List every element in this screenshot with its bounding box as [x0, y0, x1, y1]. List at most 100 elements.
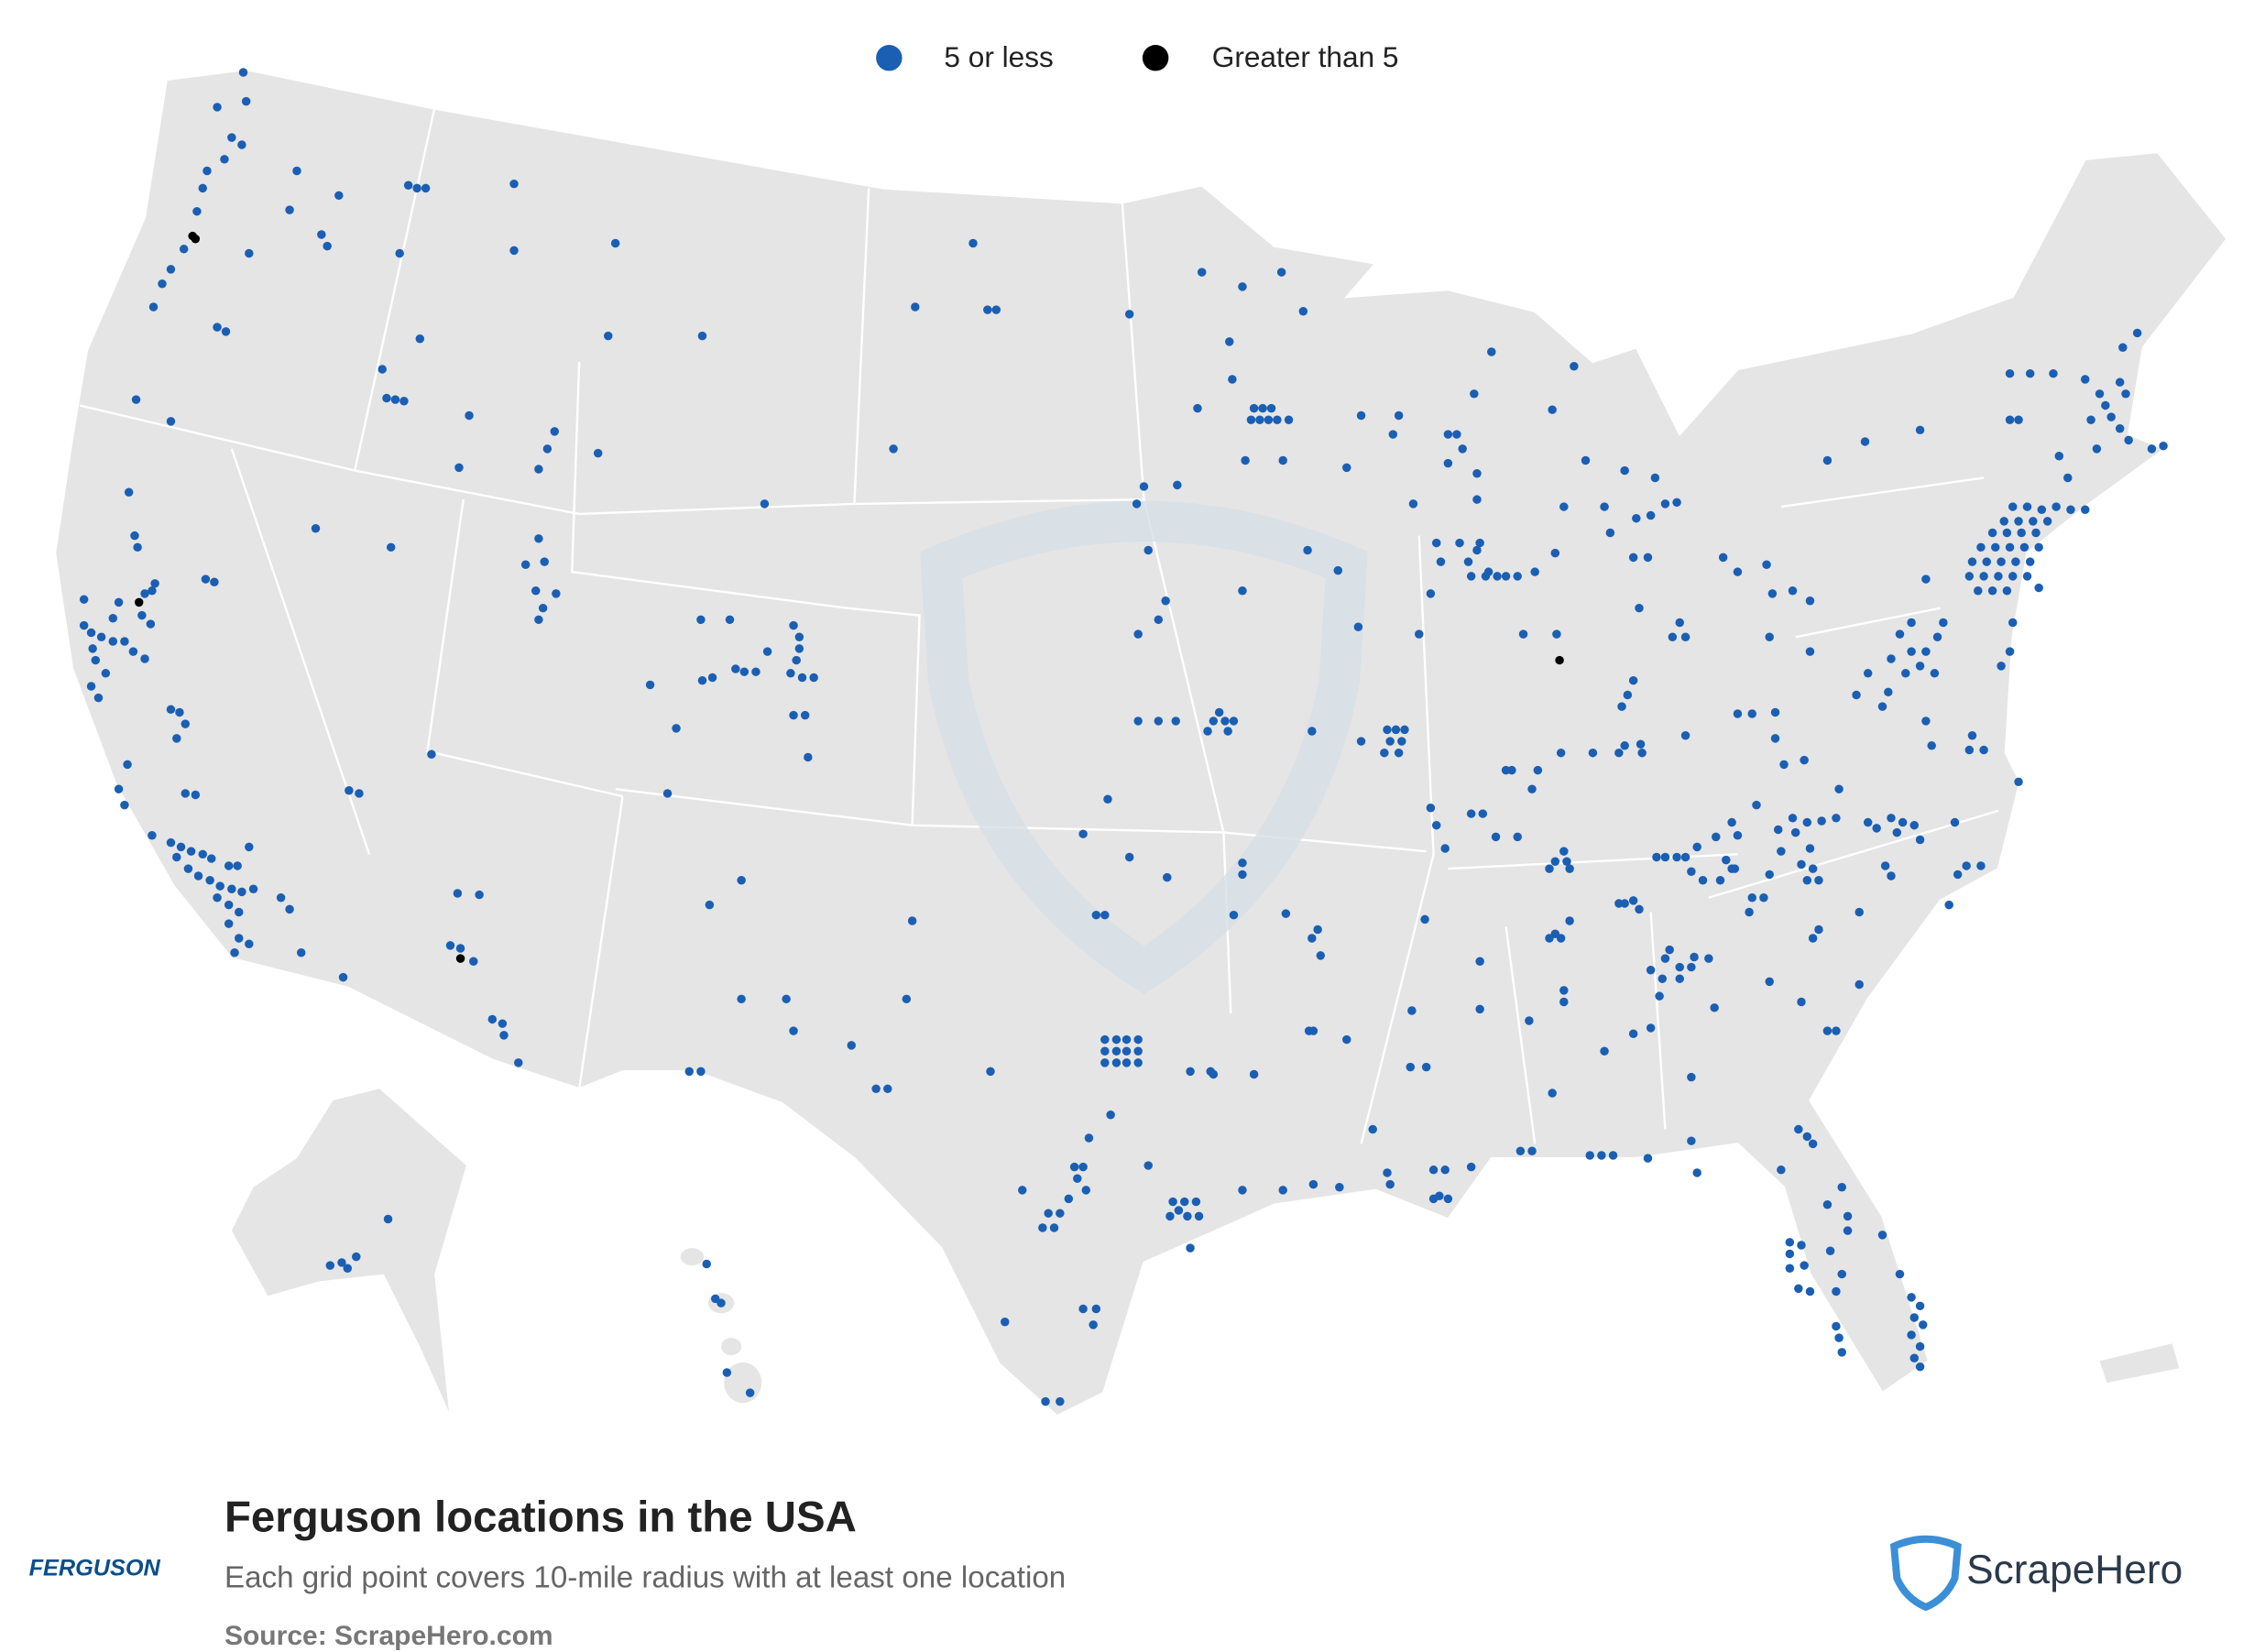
location-dot: [1556, 748, 1566, 758]
location-dot: [1692, 842, 1701, 852]
location-dot: [1133, 1058, 1143, 1067]
location-dot: [789, 1026, 798, 1035]
location-dot: [1997, 662, 2006, 671]
location-dot: [181, 789, 191, 798]
location-dot: [227, 133, 236, 142]
location-dot: [377, 365, 387, 374]
location-dot: [128, 647, 138, 656]
location-dot: [2049, 368, 2058, 378]
location-dot: [762, 647, 772, 656]
location-dot: [101, 669, 111, 678]
location-dot: [847, 1041, 857, 1050]
location-dot: [717, 1298, 726, 1307]
location-dot: [1832, 814, 1841, 823]
location-dot: [1174, 1206, 1184, 1215]
location-dot: [1284, 415, 1294, 424]
location-dot: [1668, 632, 1678, 642]
location-dots: [79, 68, 2168, 1406]
location-dot: [1834, 784, 1844, 793]
location-dot: [140, 589, 149, 598]
location-dot: [86, 628, 96, 638]
location-dot: [1466, 809, 1476, 818]
location-dot: [1264, 415, 1274, 424]
location-dot: [2042, 517, 2052, 526]
location-dot: [1770, 707, 1780, 717]
location-dot: [1794, 1124, 1803, 1134]
location-dot: [737, 876, 746, 885]
location-dot: [1513, 572, 1522, 581]
location-dot: [1982, 557, 1992, 566]
location-dot: [1501, 572, 1511, 581]
location-dot: [1238, 859, 1247, 868]
location-dot: [1658, 974, 1668, 983]
location-dot: [183, 864, 193, 873]
location-dot: [1802, 1132, 1812, 1142]
location-dot: [707, 673, 717, 683]
location-dot: [1559, 997, 1569, 1007]
location-dot: [2066, 505, 2075, 514]
location-dot: [1165, 1211, 1175, 1221]
location-dot: [1834, 1333, 1844, 1342]
location-dot: [241, 96, 251, 106]
location-dot: [221, 327, 231, 336]
location-dot: [1078, 829, 1088, 838]
location-dot: [1814, 924, 1823, 935]
location-dot: [427, 749, 436, 760]
location-dot: [1527, 784, 1537, 793]
location-dot: [79, 620, 89, 630]
location-dot: [1335, 1183, 1344, 1192]
location-dot: [224, 900, 234, 910]
location-dot: [1953, 870, 1963, 880]
location-dot: [235, 907, 244, 917]
location-dot: [1800, 755, 1809, 765]
location-dot: [1049, 1223, 1059, 1232]
location-dot: [1797, 859, 1806, 870]
location-dot: [1976, 542, 1986, 552]
location-dot: [172, 734, 181, 743]
location-dot: [1832, 1286, 1841, 1296]
location-dot: [1877, 702, 1887, 711]
legend-swatch: [1142, 44, 1169, 71]
location-dot: [1785, 1264, 1795, 1273]
location-dot: [509, 246, 519, 256]
location-dot: [1652, 852, 1661, 862]
location-dot: [355, 789, 364, 798]
location-dot: [245, 939, 254, 949]
location-dot: [245, 248, 254, 258]
location-dot: [1991, 542, 2000, 552]
location-dot: [1143, 545, 1153, 555]
location-dot: [1770, 734, 1780, 743]
location-dot: [445, 941, 455, 950]
location-dot: [1124, 310, 1134, 319]
location-dot: [1426, 589, 1436, 598]
location-dot: [198, 849, 207, 859]
location-dot: [2052, 502, 2061, 511]
location-dot: [1552, 629, 1561, 639]
location-dot: [487, 1014, 498, 1024]
location-dot: [1246, 415, 1256, 424]
location-dot: [1600, 502, 1609, 511]
footer-subtitle: Each grid point covers 10-mile radius wi…: [224, 1561, 1066, 1595]
location-dot: [1545, 934, 1554, 943]
location-dot: [1909, 1353, 1919, 1362]
location-dot: [1863, 817, 1873, 827]
location-dot: [2014, 777, 2023, 787]
location-dot: [1431, 820, 1441, 830]
location-dot: [786, 669, 795, 678]
location-dot: [1614, 899, 1624, 908]
us-mainland: [53, 68, 2229, 1417]
location-dot: [1617, 702, 1626, 711]
location-dot: [2124, 435, 2133, 445]
location-dot: [760, 499, 770, 509]
location-dot: [2025, 368, 2035, 378]
location-dot: [1209, 1069, 1219, 1079]
location-dot: [1765, 870, 1774, 880]
location-dot: [705, 900, 715, 910]
location-dot: [520, 560, 531, 570]
location-dot: [2022, 502, 2032, 511]
location-dot: [1183, 1211, 1192, 1221]
location-dot: [1400, 725, 1409, 735]
location-dot: [1907, 618, 1916, 628]
location-dot: [338, 972, 348, 982]
location-dot: [889, 444, 898, 454]
